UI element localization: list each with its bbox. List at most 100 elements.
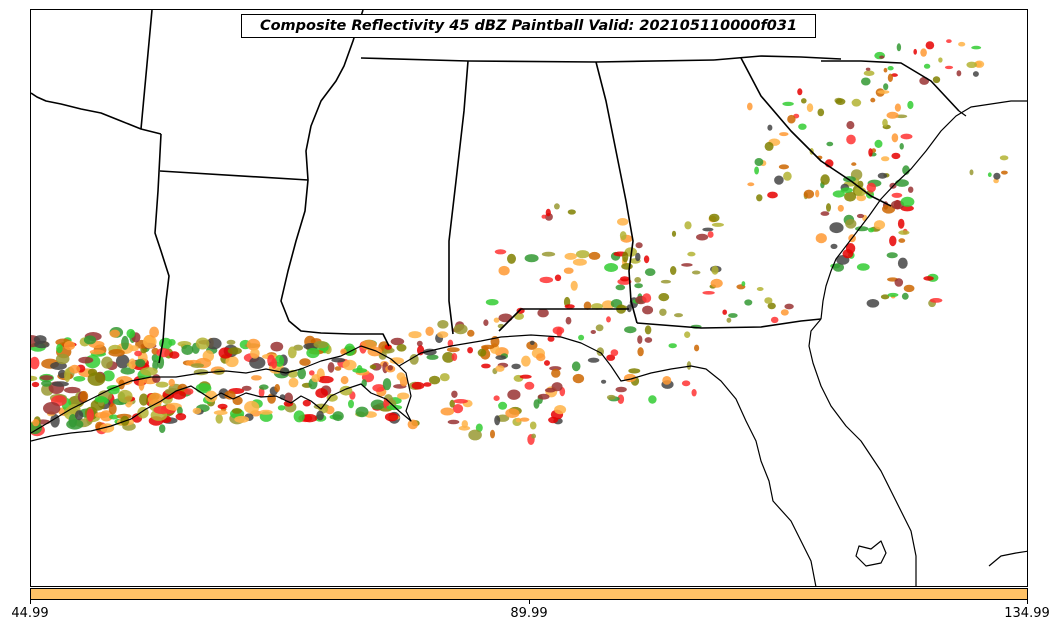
reflectivity-blob — [342, 359, 357, 371]
reflectivity-blob — [832, 190, 845, 198]
reflectivity-blob — [87, 372, 106, 386]
reflectivity-blob — [840, 187, 853, 193]
reflectivity-blob — [437, 331, 449, 338]
reflectivity-blob — [126, 328, 136, 339]
reflectivity-blob — [908, 186, 914, 193]
reflectivity-blob — [820, 174, 830, 185]
reflectivity-blob — [551, 368, 561, 378]
reflectivity-blob — [390, 337, 405, 346]
reflectivity-blob — [644, 337, 653, 343]
reflectivity-blob — [925, 41, 935, 50]
reflectivity-blob — [468, 429, 482, 441]
reflectivity-blob — [309, 370, 315, 376]
reflectivity-blob — [451, 390, 458, 398]
reflectivity-blob — [529, 421, 537, 430]
reflectivity-blob — [387, 365, 393, 371]
reflectivity-blob — [384, 412, 399, 422]
reflectivity-blob — [411, 381, 425, 390]
reflectivity-blob — [384, 344, 392, 350]
reflectivity-blob — [662, 376, 672, 385]
reflectivity-blob — [213, 410, 228, 416]
reflectivity-blob — [498, 401, 508, 410]
reflectivity-blob — [726, 317, 732, 323]
reflectivity-blob — [783, 171, 792, 181]
reflectivity-blob — [529, 340, 535, 345]
reflectivity-blob — [887, 66, 894, 71]
reflectivity-blob — [134, 350, 143, 357]
reflectivity-blob — [108, 349, 125, 357]
al-fl-border — [498, 308, 629, 332]
reflectivity-blob — [259, 409, 273, 415]
mississippi-river — [280, 10, 390, 347]
reflectivity-blob — [617, 394, 625, 405]
reflectivity-blob — [287, 346, 297, 359]
reflectivity-blob — [832, 263, 845, 272]
reflectivity-blob — [806, 103, 814, 113]
reflectivity-blob — [206, 337, 222, 350]
reflectivity-blob — [217, 403, 228, 410]
reflectivity-blob — [524, 254, 539, 263]
reflectivity-blob — [507, 253, 516, 264]
reflectivity-blob — [73, 376, 86, 382]
reflectivity-blob — [635, 252, 641, 262]
reflectivity-blob — [877, 90, 890, 94]
reflectivity-blob — [227, 347, 242, 355]
reflectivity-blob — [938, 57, 943, 63]
reflectivity-blob — [845, 219, 857, 229]
reflectivity-blob — [498, 313, 513, 323]
reflectivity-blob — [887, 73, 894, 83]
reflectivity-blob — [829, 222, 844, 234]
reflectivity-blob — [331, 357, 346, 363]
reflectivity-blob — [175, 413, 187, 421]
reflectivity-blob — [41, 380, 52, 387]
reflectivity-blob — [615, 284, 626, 291]
reflectivity-blob — [868, 227, 875, 233]
reflectivity-blob — [440, 407, 455, 416]
reflectivity-blob — [886, 111, 899, 119]
reflectivity-blob — [691, 270, 701, 275]
reflectivity-blob — [615, 386, 627, 393]
reflectivity-blob — [315, 388, 328, 399]
reflectivity-blob — [250, 348, 260, 359]
reflectivity-blob — [617, 218, 629, 226]
reflectivity-blob — [901, 292, 909, 300]
reflectivity-blob — [121, 335, 129, 350]
reflectivity-blob — [764, 141, 774, 151]
reflectivity-blob — [274, 384, 281, 393]
reflectivity-blob — [467, 347, 473, 354]
reflectivity-blob — [129, 345, 139, 352]
colorbar-tick-mid — [529, 600, 530, 604]
reflectivity-blob — [642, 305, 654, 315]
map-frame — [30, 9, 1028, 587]
reflectivity-blob — [572, 258, 587, 266]
reflectivity-blob — [224, 390, 236, 400]
reflectivity-blob — [815, 189, 820, 198]
reflectivity-blob — [409, 354, 419, 365]
colorbar-tick-label-right: 134.99 — [1004, 606, 1050, 621]
reflectivity-blob — [595, 324, 604, 332]
reflectivity-blob — [288, 377, 299, 388]
reflectivity-blob — [425, 326, 434, 336]
reflectivity-blob — [686, 361, 692, 370]
reflectivity-blob — [128, 358, 136, 370]
reflectivity-blob — [31, 375, 38, 382]
reflectivity-blob — [120, 367, 135, 375]
reflectivity-blob — [168, 378, 175, 387]
reflectivity-blob — [856, 263, 870, 271]
nc-top — [713, 55, 842, 61]
reflectivity-blob — [1001, 170, 1008, 175]
al-ga-border — [595, 61, 638, 324]
reflectivity-blob — [426, 354, 439, 360]
reflectivity-blob — [75, 410, 84, 421]
reflectivity-blob — [610, 349, 619, 357]
ms-al-border — [448, 60, 469, 335]
reflectivity-blob — [846, 134, 856, 145]
reflectivity-blob — [461, 420, 468, 429]
reflectivity-blob — [483, 319, 489, 327]
reflectivity-blob — [231, 408, 242, 414]
reflectivity-blob — [895, 179, 909, 187]
reflectivity-blob — [64, 386, 81, 394]
reflectivity-blob — [622, 251, 629, 263]
reflectivity-blob — [658, 293, 670, 302]
reflectivity-blob — [56, 343, 63, 354]
